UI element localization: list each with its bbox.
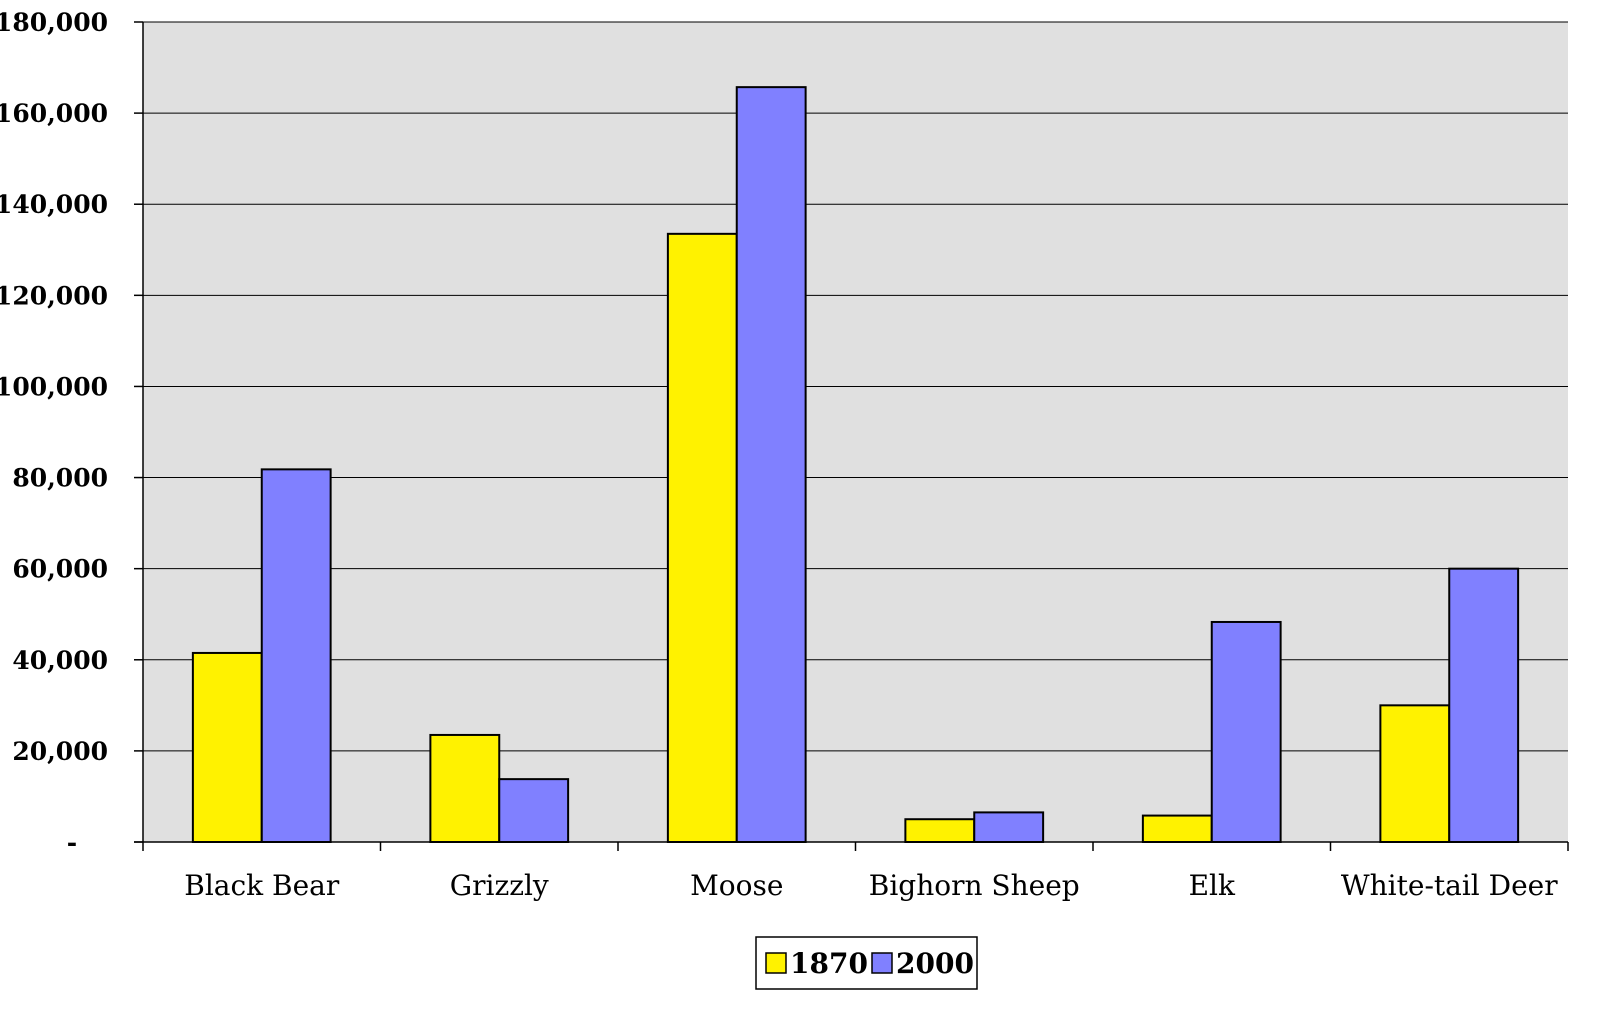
x-tick-label: White-tail Deer	[1341, 869, 1558, 902]
y-tick-label: 20,000	[12, 737, 108, 766]
y-tick-label: 120,000	[0, 281, 108, 310]
bar-2000	[735, 86, 807, 843]
y-tick-label: 160,000	[0, 99, 108, 128]
bar-1870	[904, 818, 976, 844]
x-axis: Black Bear Grizzly Moose Bighorn Sheep Elk Wh…	[134, 841, 1569, 902]
y-axis: - 20,000 40,000 60,000 80,000 100,000 120,000 1…	[0, 8, 144, 857]
bar-2000	[1210, 620, 1282, 844]
plot-area	[143, 21, 1568, 844]
x-tick-label: Bighorn Sheep	[869, 869, 1080, 902]
y-tick-label: 100,000	[0, 372, 108, 401]
legend-label: 2000	[896, 947, 974, 980]
bar-2000	[973, 811, 1045, 844]
x-tick-label: Moose	[690, 869, 783, 902]
bar-2000	[1448, 567, 1520, 844]
x-tick-label: Elk	[1189, 869, 1236, 902]
plot-background	[143, 22, 1568, 842]
y-tick-label: 40,000	[12, 646, 108, 675]
y-tick-label: 180,000	[0, 8, 108, 37]
bar-2000	[498, 778, 570, 844]
x-tick-label: Black Bear	[184, 869, 340, 902]
bar-2000	[260, 468, 332, 843]
bar-1870	[1141, 814, 1213, 843]
bar-1870	[429, 733, 501, 844]
legend-box	[755, 936, 978, 990]
x-tick-label: Grizzly	[450, 869, 549, 902]
bar-1870	[191, 651, 263, 844]
bar-1870	[1379, 704, 1451, 843]
legend-label: 1870	[790, 947, 868, 980]
bar-1870	[666, 232, 738, 844]
legend: 1870 2000	[755, 936, 978, 990]
legend-swatch	[765, 952, 787, 974]
y-tick-label: -	[67, 828, 77, 857]
y-tick-label: 80,000	[12, 464, 108, 493]
y-tick-label: 140,000	[0, 190, 108, 219]
y-tick-label: 60,000	[12, 555, 108, 584]
legend-swatch	[871, 952, 893, 974]
